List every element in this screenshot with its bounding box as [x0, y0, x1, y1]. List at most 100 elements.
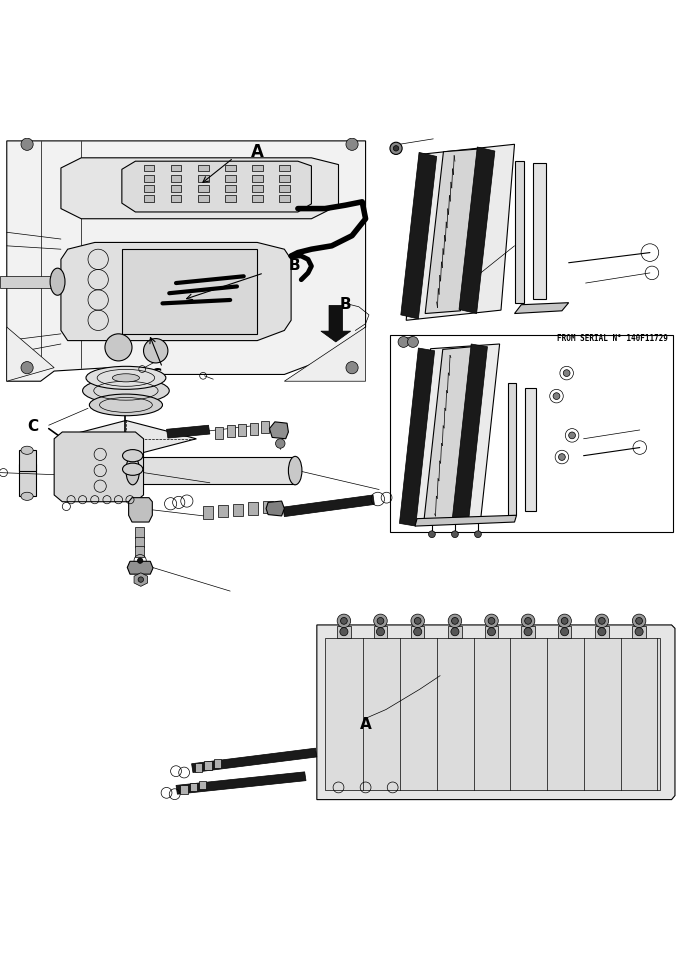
Ellipse shape: [123, 450, 143, 462]
Polygon shape: [56, 421, 196, 457]
Bar: [171, 195, 181, 203]
Circle shape: [376, 628, 385, 636]
Polygon shape: [61, 158, 338, 219]
Bar: [171, 186, 181, 193]
Bar: [325, 639, 660, 790]
Bar: [225, 166, 236, 172]
Ellipse shape: [21, 493, 33, 501]
Bar: [195, 763, 202, 772]
Circle shape: [377, 618, 384, 624]
Circle shape: [138, 578, 144, 582]
Circle shape: [346, 139, 358, 152]
Bar: [595, 626, 609, 639]
Circle shape: [452, 618, 458, 624]
Bar: [203, 507, 213, 519]
Circle shape: [393, 147, 399, 152]
Bar: [279, 175, 290, 182]
Bar: [411, 626, 424, 639]
Bar: [190, 782, 197, 792]
Circle shape: [374, 615, 387, 628]
Text: C: C: [150, 368, 161, 382]
Circle shape: [485, 615, 498, 628]
Bar: [279, 186, 290, 193]
Bar: [252, 186, 263, 193]
Bar: [252, 195, 263, 203]
Bar: [252, 166, 263, 172]
Bar: [515, 162, 524, 304]
Ellipse shape: [126, 456, 139, 485]
Circle shape: [276, 439, 285, 449]
Text: FROM SERIAL N° 140F11729: FROM SERIAL N° 140F11729: [557, 335, 668, 343]
Bar: [558, 626, 571, 639]
Polygon shape: [54, 433, 144, 502]
Bar: [508, 384, 516, 516]
Polygon shape: [317, 625, 675, 800]
Circle shape: [475, 531, 481, 538]
Polygon shape: [321, 306, 351, 342]
Bar: [252, 175, 263, 182]
Polygon shape: [515, 303, 569, 314]
Polygon shape: [452, 345, 487, 522]
Polygon shape: [176, 772, 306, 795]
Bar: [214, 760, 221, 768]
Circle shape: [569, 433, 575, 439]
Polygon shape: [134, 573, 148, 587]
Bar: [279, 195, 290, 203]
Ellipse shape: [112, 375, 139, 382]
Polygon shape: [412, 345, 500, 525]
Circle shape: [525, 618, 531, 624]
Bar: [374, 626, 387, 639]
Circle shape: [341, 618, 347, 624]
Bar: [144, 166, 154, 172]
Polygon shape: [167, 426, 210, 438]
Bar: [533, 164, 546, 299]
Circle shape: [559, 455, 565, 461]
Circle shape: [390, 143, 402, 155]
Polygon shape: [415, 516, 517, 527]
Circle shape: [561, 628, 569, 636]
Circle shape: [411, 615, 424, 628]
Ellipse shape: [89, 395, 162, 416]
Bar: [135, 537, 144, 548]
Bar: [225, 175, 236, 182]
Circle shape: [21, 139, 33, 152]
Polygon shape: [192, 748, 317, 773]
Bar: [135, 528, 144, 538]
Bar: [198, 175, 209, 182]
Polygon shape: [266, 501, 284, 517]
Circle shape: [553, 394, 560, 400]
Bar: [225, 195, 236, 203]
Bar: [144, 186, 154, 193]
Circle shape: [144, 339, 168, 363]
Circle shape: [451, 628, 459, 636]
Circle shape: [635, 628, 643, 636]
Polygon shape: [424, 347, 473, 522]
Polygon shape: [7, 142, 366, 382]
Bar: [225, 186, 236, 193]
Circle shape: [521, 615, 535, 628]
Circle shape: [448, 615, 462, 628]
Circle shape: [558, 615, 571, 628]
Bar: [204, 761, 212, 770]
Ellipse shape: [123, 464, 143, 476]
Bar: [390, 335, 673, 532]
Bar: [199, 781, 206, 790]
Ellipse shape: [288, 456, 302, 485]
Polygon shape: [129, 498, 152, 522]
Bar: [485, 626, 498, 639]
Circle shape: [561, 618, 568, 624]
Bar: [133, 457, 295, 485]
Ellipse shape: [83, 378, 169, 404]
Circle shape: [340, 628, 348, 636]
Bar: [144, 195, 154, 203]
Bar: [521, 626, 535, 639]
Text: B: B: [288, 258, 301, 273]
Bar: [198, 195, 209, 203]
Circle shape: [488, 618, 495, 624]
Text: C: C: [27, 418, 38, 434]
Polygon shape: [399, 349, 435, 527]
Text: B: B: [464, 271, 477, 286]
Bar: [525, 389, 536, 512]
Circle shape: [337, 615, 351, 628]
Bar: [337, 626, 351, 639]
